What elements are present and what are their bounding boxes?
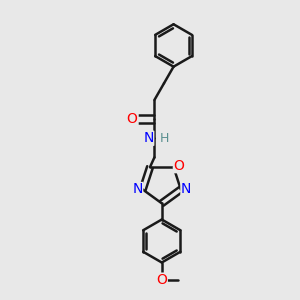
Text: H: H bbox=[160, 132, 169, 145]
Text: O: O bbox=[156, 273, 167, 287]
Text: N: N bbox=[181, 182, 191, 197]
Text: N: N bbox=[132, 182, 142, 197]
Text: N: N bbox=[143, 131, 154, 145]
Text: O: O bbox=[173, 159, 184, 172]
Text: O: O bbox=[127, 112, 137, 126]
